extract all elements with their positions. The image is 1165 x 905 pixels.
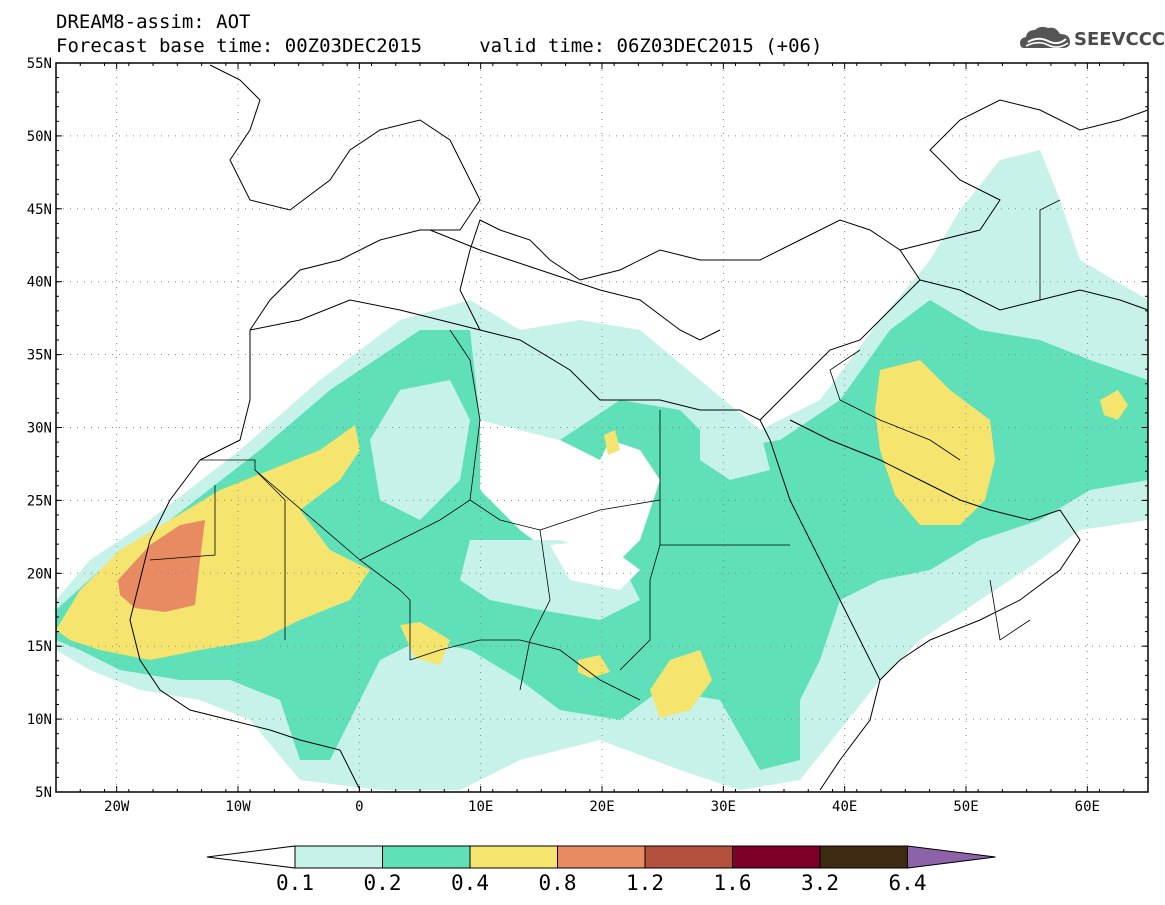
colorbar-swatch (732, 845, 821, 869)
colorbar-swatch (907, 845, 996, 869)
lat-label: 15N (27, 639, 52, 655)
colorbar (206, 845, 996, 869)
coastlines (129, 64, 1148, 791)
lat-label: 5N (35, 785, 52, 801)
aot-region-0.8 (118, 520, 205, 612)
colorbar-label: 0.8 (539, 871, 577, 895)
colorbar-swatch (819, 845, 908, 869)
colorbar-label: 0.1 (276, 871, 314, 895)
colorbar-label: 1.6 (714, 871, 752, 895)
cloud-logo-icon (1020, 26, 1070, 48)
lon-label: 20E (589, 799, 614, 815)
lon-label: 30E (711, 799, 736, 815)
graticule (56, 63, 1148, 792)
country-borders (149, 199, 1061, 701)
chart-subtitle: Forecast base time: 00Z03DEC2015 valid t… (56, 35, 823, 57)
longitude-labels: 20W 10W 0 10E 20E 30E 40E 50E 60E (104, 799, 1100, 815)
lat-label: 30N (27, 421, 52, 437)
lat-label: 25N (27, 493, 52, 509)
lon-label: 50E (953, 799, 978, 815)
logo-text: SEEVCCC (1074, 29, 1165, 50)
lon-label: 10W (225, 799, 251, 815)
colorbar-swatch (294, 845, 383, 869)
colorbar-label: 6.4 (889, 871, 927, 895)
colorbar-label: 0.2 (364, 871, 402, 895)
lat-label: 10N (27, 712, 52, 728)
lat-label: 45N (27, 202, 52, 218)
colorbar-swatch (644, 845, 733, 869)
lon-label: 60E (1075, 799, 1100, 815)
colorbar-label: 1.2 (626, 871, 664, 895)
lon-label: 20W (104, 799, 130, 815)
colorbar-swatch (382, 845, 471, 869)
lat-label: 55N (27, 56, 52, 72)
lon-label: 40E (832, 799, 857, 815)
lat-label: 40N (27, 275, 52, 291)
colorbar-swatch (469, 845, 558, 869)
colorbar-label: 0.4 (451, 871, 489, 895)
lon-label: 0 (355, 799, 363, 815)
latitude-labels: 55N 50N 45N 40N 35N 30N 25N 20N 15N 10N 5N (27, 56, 52, 801)
colorbar-label: 3.2 (801, 871, 839, 895)
lat-label: 50N (27, 129, 52, 145)
colorbar-labels: 0.1 0.2 0.4 0.8 1.2 1.6 3.2 6.4 (276, 871, 926, 895)
colorbar-swatch (206, 845, 296, 869)
lon-label: 10E (468, 799, 493, 815)
lat-label: 20N (27, 566, 52, 582)
colorbar-swatch (557, 845, 646, 869)
chart-title: DREAM8-assim: AOT (56, 11, 251, 33)
lat-label: 35N (27, 348, 52, 364)
